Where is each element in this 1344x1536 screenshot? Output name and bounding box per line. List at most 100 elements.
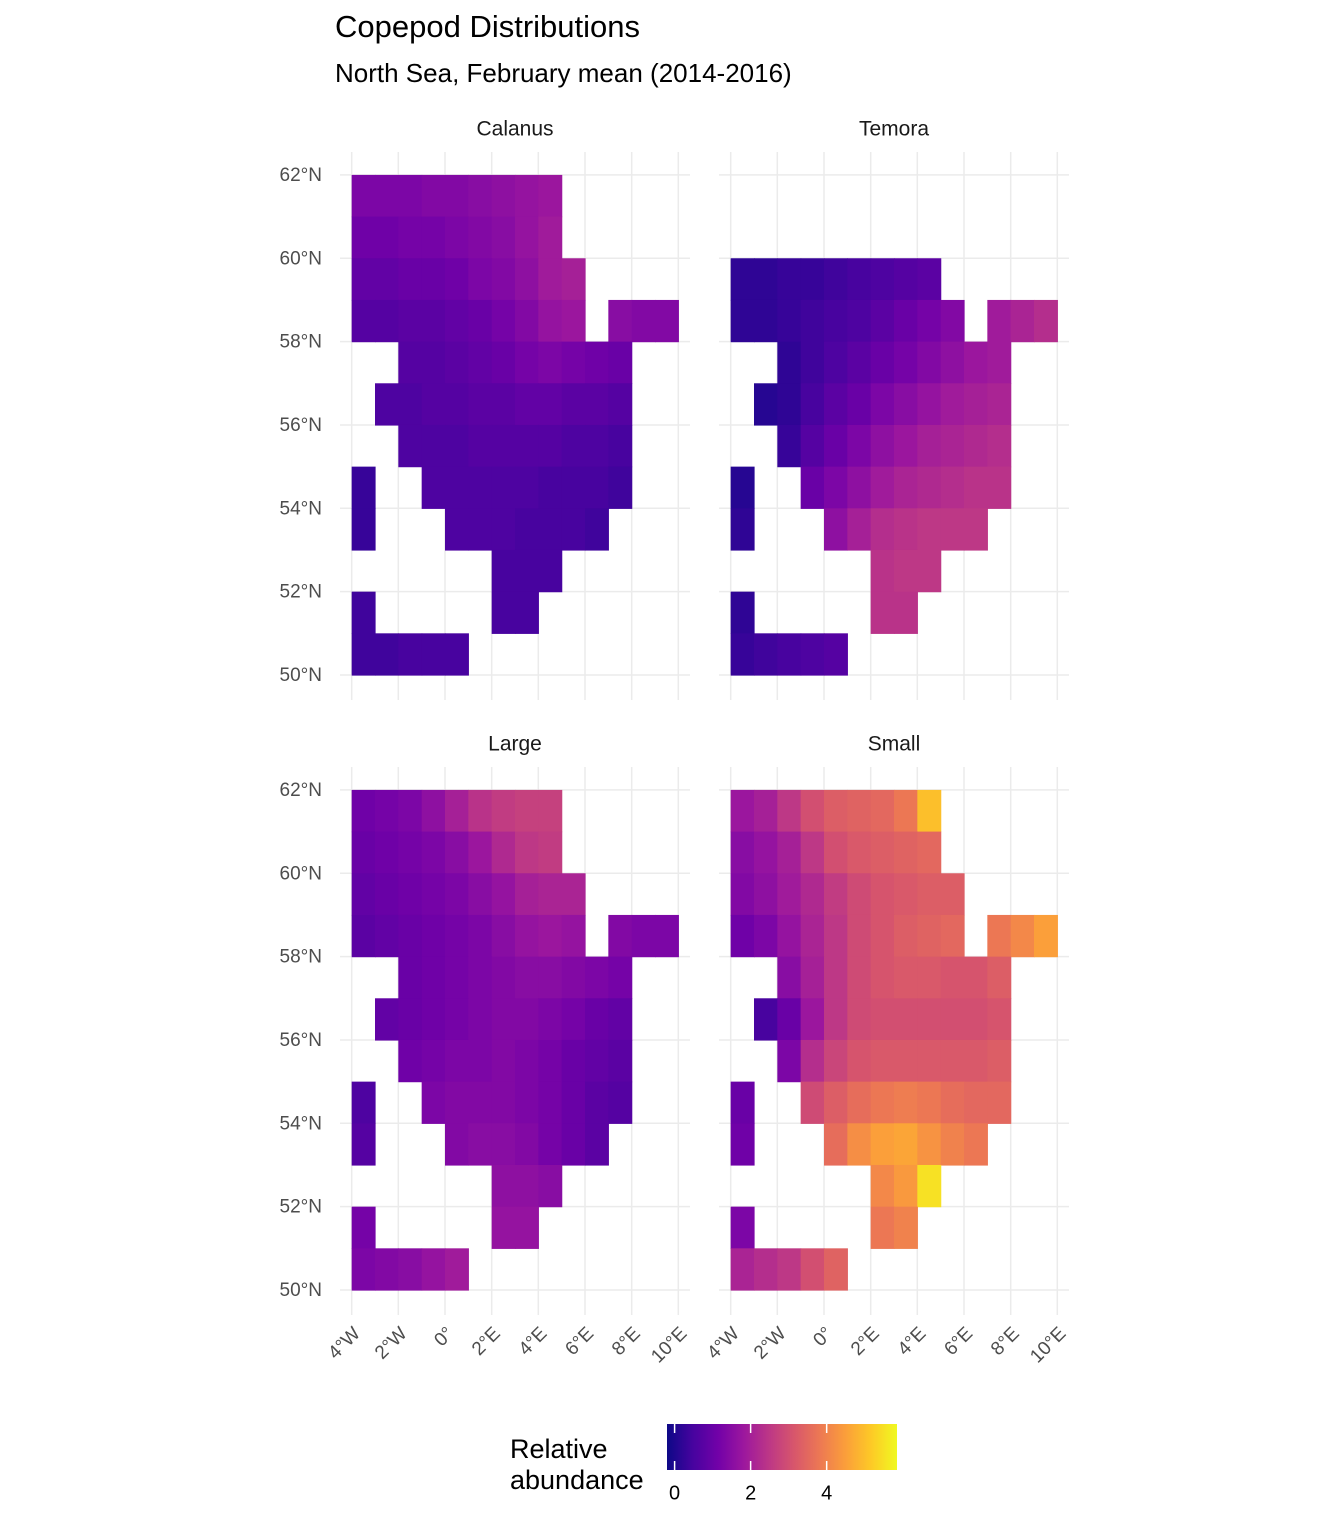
raster-cell: [917, 998, 942, 1041]
x-tick-label: 2°W: [750, 1323, 790, 1363]
raster-cell: [894, 956, 918, 999]
raster-cell: [491, 341, 516, 384]
raster-cell: [894, 508, 918, 551]
raster-cell: [777, 424, 802, 468]
raster-cell: [824, 1081, 848, 1124]
raster-cell: [608, 998, 633, 1041]
raster-cell: [468, 383, 493, 426]
raster-cell: [421, 1081, 446, 1124]
raster-cell: [655, 914, 679, 958]
raster-cell: [515, 508, 539, 551]
x-tick-label: 10°E: [647, 1323, 691, 1367]
raster-cell: [800, 956, 825, 999]
x-tick-label: 8°E: [987, 1323, 1024, 1360]
raster-cell: [445, 873, 469, 916]
raster-cell: [870, 956, 895, 999]
raster-cell: [894, 383, 918, 426]
raster-cell: [491, 789, 516, 833]
raster-cell: [351, 1248, 376, 1291]
raster-cell: [894, 466, 918, 509]
raster-cell: [824, 1248, 848, 1291]
raster-cell: [445, 424, 469, 468]
panel: Calanus 50°N 52°N 54°N 56°N 58°N 60°N 62°N: [280, 118, 690, 700]
y-tick-label: 54°N: [280, 498, 322, 519]
raster-cell: [608, 956, 633, 999]
chart-title: Copepod Distributions: [335, 9, 640, 44]
raster-cell: [847, 831, 872, 874]
raster-cell: [491, 998, 516, 1041]
raster-cell: [987, 341, 1012, 384]
raster-cell: [730, 831, 755, 874]
panel: Small 4°W 2°W 0° 2°E 4°E 6°E 8°E 10°E: [703, 733, 1070, 1368]
raster-cell: [847, 258, 872, 301]
x-tick-label: 6°E: [561, 1323, 598, 1360]
raster-cell: [468, 998, 493, 1041]
raster-cell: [917, 1039, 942, 1083]
raster-cell: [987, 956, 1012, 999]
raster-cell: [824, 424, 848, 468]
raster-cell: [351, 174, 376, 218]
raster-cell: [515, 591, 539, 634]
raster-cell: [940, 383, 965, 426]
raster-cell: [800, 633, 825, 676]
raster-cell: [800, 914, 825, 958]
raster-cell: [538, 549, 563, 593]
raster-cell: [491, 591, 516, 634]
raster-cell: [421, 1039, 446, 1083]
raster-cell: [777, 998, 802, 1041]
raster-cell: [870, 914, 895, 958]
x-tick-label: 8°E: [608, 1323, 645, 1360]
raster-cell: [445, 383, 469, 426]
raster-cell: [940, 1039, 965, 1083]
raster-cell: [421, 258, 446, 301]
raster-cell: [375, 998, 399, 1041]
x-tick-label: 2°E: [847, 1323, 884, 1360]
raster-cell: [730, 914, 755, 958]
raster-cell: [491, 1206, 516, 1249]
raster-cell: [445, 1039, 469, 1083]
raster-cell: [585, 466, 609, 509]
raster-cell: [351, 831, 376, 874]
raster-cell: [824, 956, 848, 999]
raster-cell: [777, 299, 802, 343]
raster-cell: [1010, 914, 1035, 958]
raster-cell: [561, 258, 586, 301]
legend-title: Relative abundance: [510, 1434, 644, 1495]
x-tick-label: 2°E: [468, 1323, 505, 1360]
raster-cell: [870, 299, 895, 343]
raster-cell: [917, 549, 942, 593]
raster-cell: [491, 831, 516, 874]
raster-cell: [445, 174, 469, 218]
raster-cell: [351, 633, 376, 676]
raster-cell: [870, 873, 895, 916]
raster-cell: [894, 1123, 918, 1166]
raster-cell: [894, 873, 918, 916]
raster-cell: [800, 424, 825, 468]
raster-cell: [421, 299, 446, 343]
raster-cell: [847, 914, 872, 958]
raster-cell: [445, 1123, 469, 1166]
raster-cell: [515, 1123, 539, 1166]
raster-cell: [964, 508, 988, 551]
raster-cell: [987, 914, 1012, 958]
raster-cell: [398, 998, 423, 1041]
raster-cell: [730, 258, 755, 301]
raster-cell: [777, 914, 802, 958]
raster-cell: [515, 831, 539, 874]
raster-cell: [538, 383, 563, 426]
raster-cell: [894, 258, 918, 301]
raster-cell: [398, 1039, 423, 1083]
raster-cell: [491, 1164, 516, 1208]
raster-cell: [964, 998, 988, 1041]
legend-tick-label: 2: [745, 1482, 756, 1504]
y-tick-label: 60°N: [280, 248, 322, 269]
raster-cell: [421, 831, 446, 874]
raster-cell: [894, 914, 918, 958]
raster-cell: [398, 174, 423, 218]
raster-cell: [421, 789, 446, 833]
facet-label: Temora: [859, 118, 929, 141]
raster-cell: [491, 1123, 516, 1166]
raster-cell: [870, 383, 895, 426]
raster-cell: [515, 1206, 539, 1249]
legend-tick-label: 0: [669, 1482, 680, 1504]
